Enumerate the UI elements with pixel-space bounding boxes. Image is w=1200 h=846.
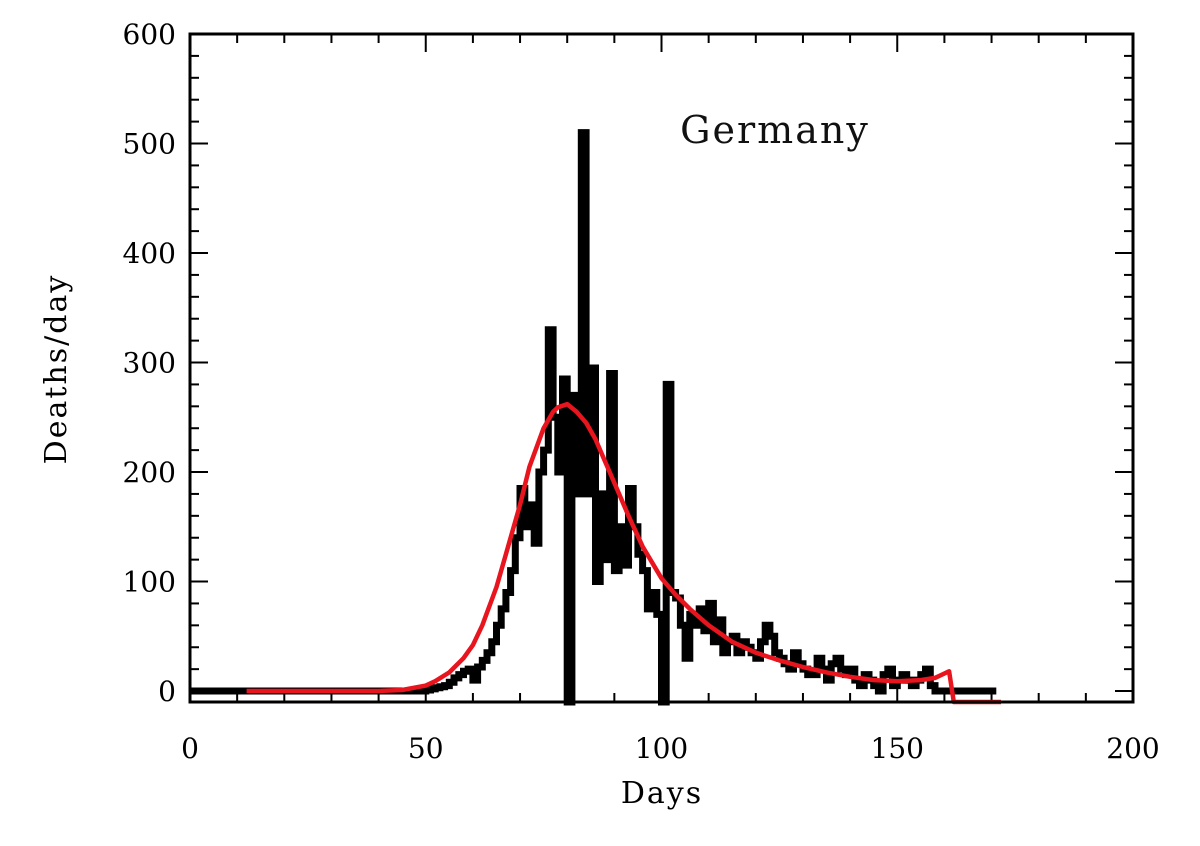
y-tick-label: 100 [123,566,176,599]
y-tick-label: 0 [158,675,176,708]
y-tick-label: 300 [123,347,176,380]
chart-annotation-country: Germany [680,108,870,152]
x-axis-title: Days [621,776,703,811]
y-tick-label: 500 [123,128,176,161]
x-tick-label: 50 [408,732,444,765]
series-layer [190,129,1001,706]
x-tick-label: 0 [181,732,199,765]
y-tick-label: 400 [123,237,176,270]
x-tick-label: 100 [635,732,688,765]
x-tick-label: 200 [1106,732,1159,765]
axis-tick-labels: 0 50 100 150 200 0 100 200 300 400 500 600 [123,18,1160,765]
y-tick-label: 200 [123,456,176,489]
x-tick-label: 150 [871,732,924,765]
y-axis-title: Deaths/day [39,274,74,465]
y-tick-label: 600 [123,18,176,51]
series-model-fit-line [246,401,1001,705]
plot-frame [188,32,1135,704]
